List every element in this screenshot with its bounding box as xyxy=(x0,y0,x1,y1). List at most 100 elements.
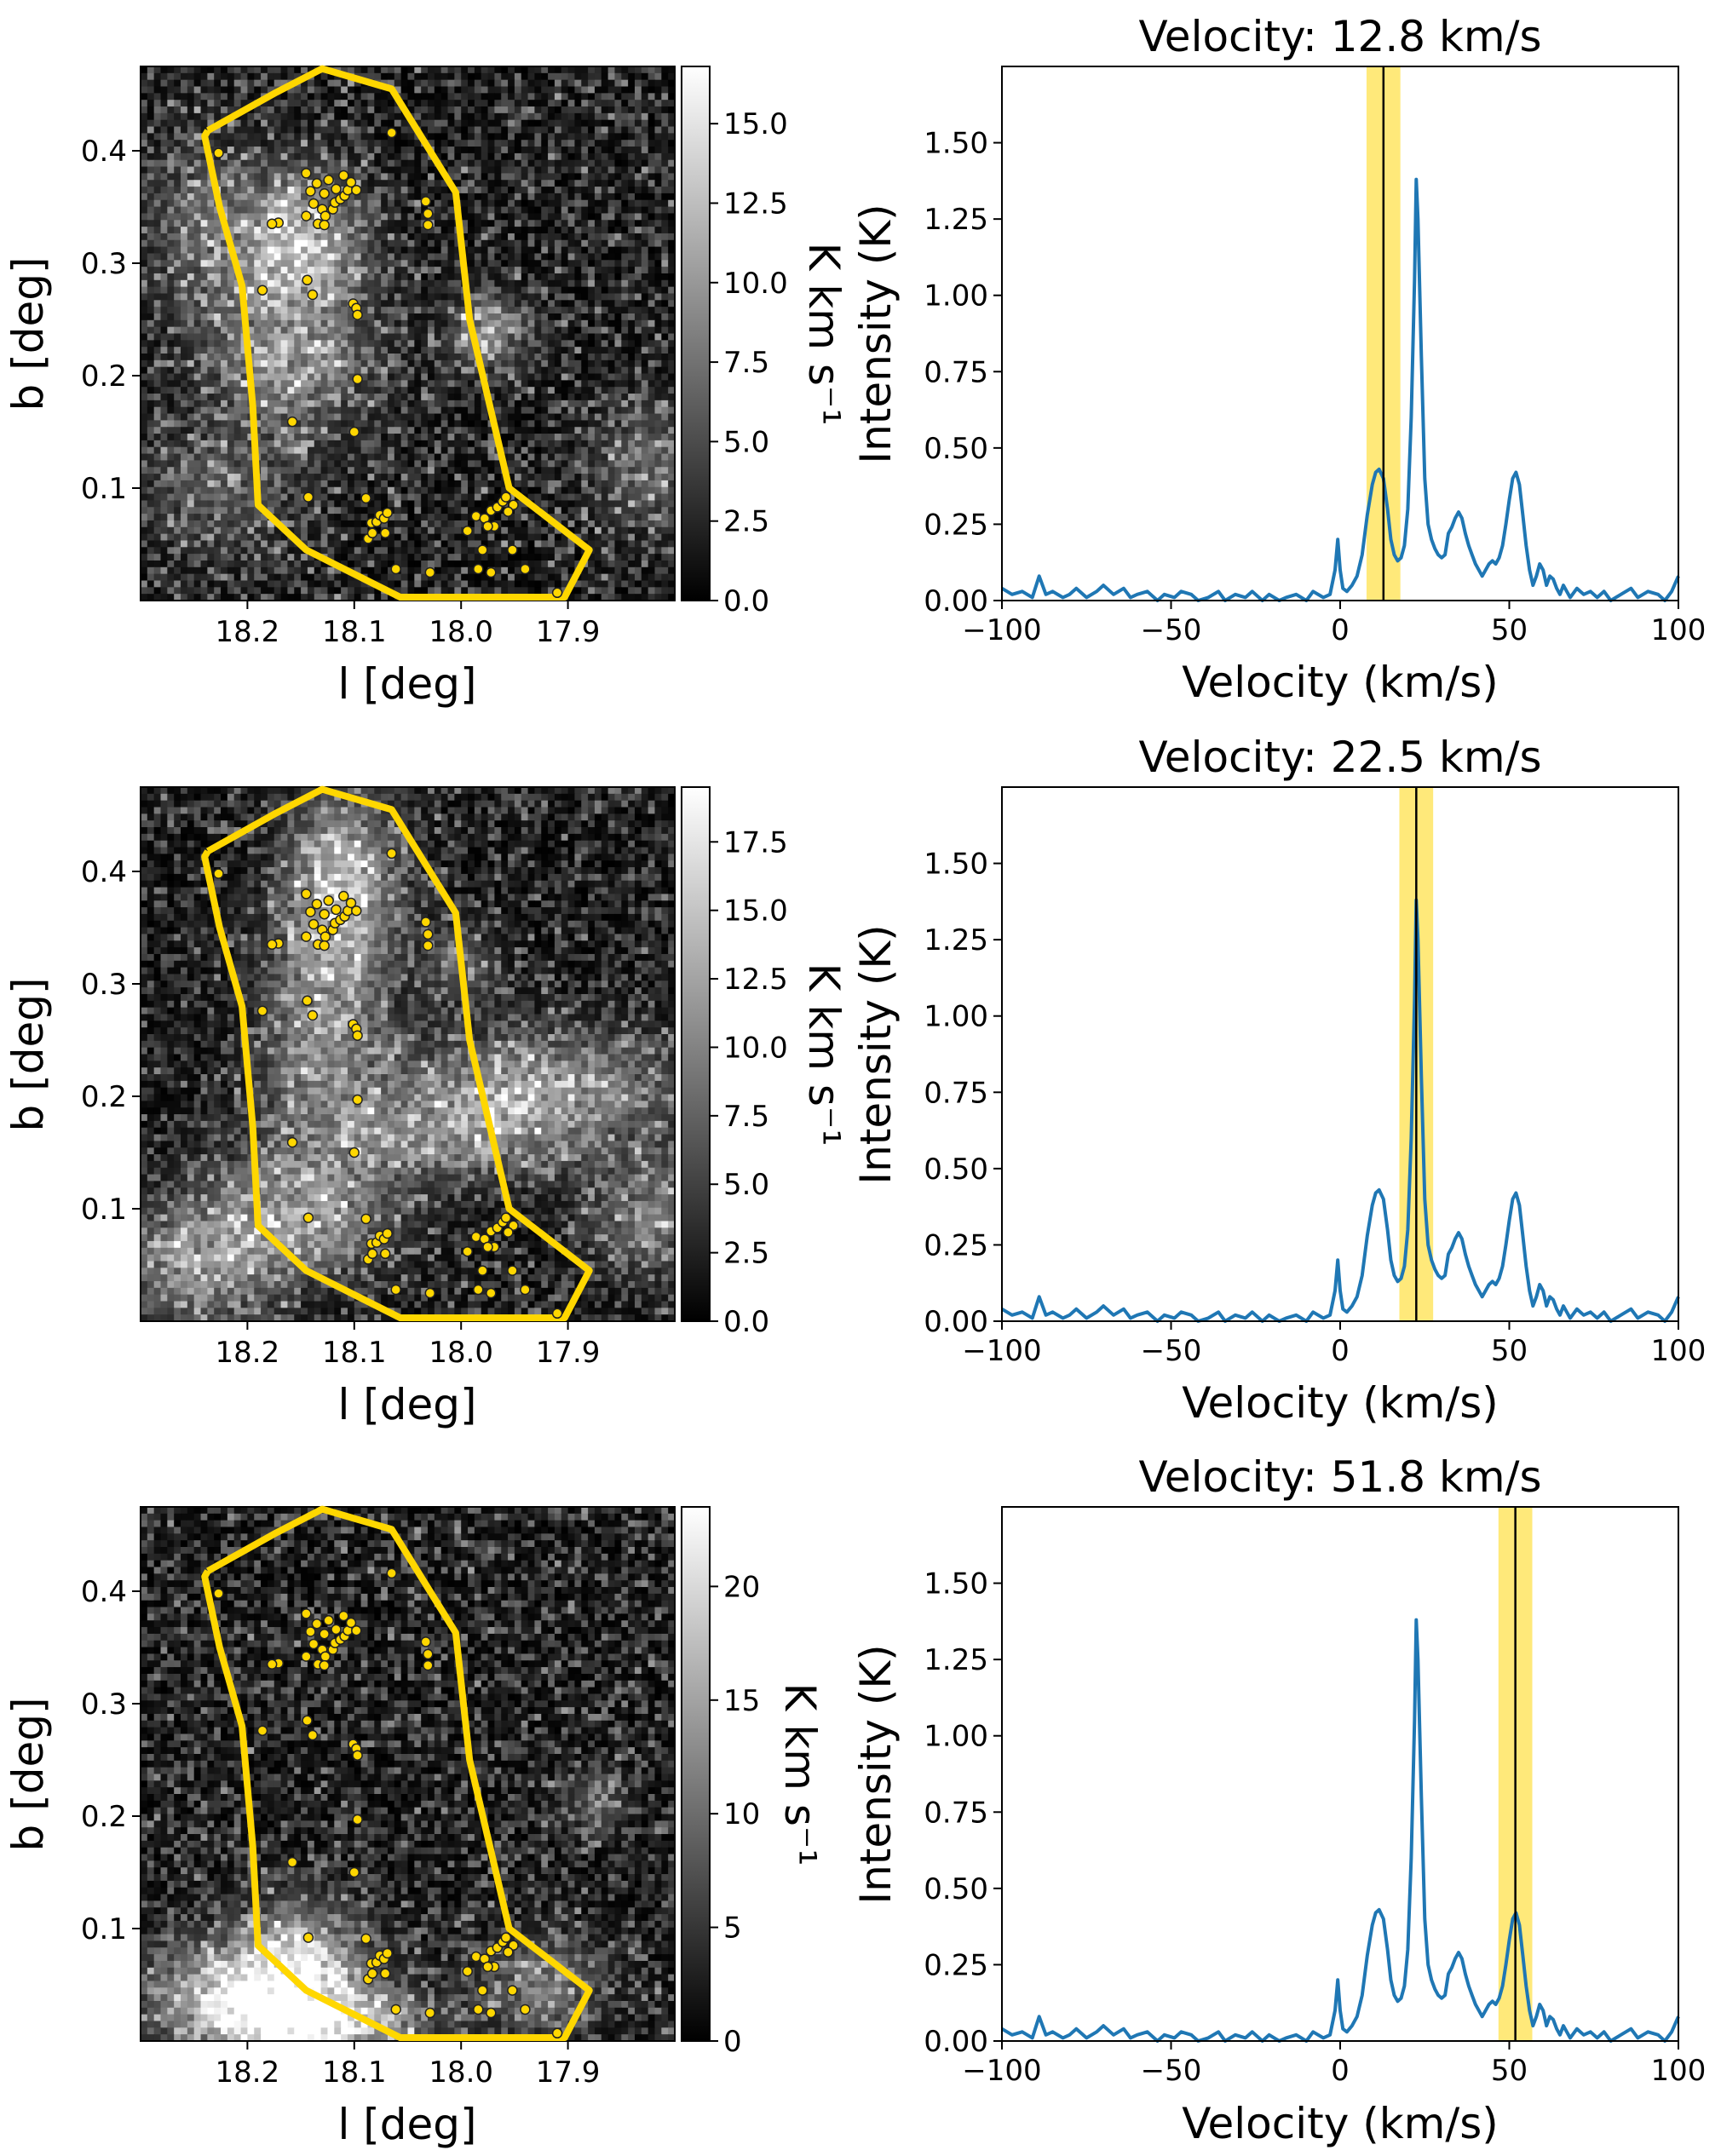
map-pixel xyxy=(548,253,555,261)
map-pixel xyxy=(668,359,676,368)
map-pixel xyxy=(280,366,289,375)
map-pixel xyxy=(621,173,629,181)
map-pixel xyxy=(447,106,455,114)
map-pixel xyxy=(280,480,289,488)
map-pixel xyxy=(233,233,242,241)
map-pixel xyxy=(354,347,362,354)
map-pixel xyxy=(214,166,222,174)
map-pixel xyxy=(334,307,342,314)
map-pixel xyxy=(400,180,409,187)
map-pixel xyxy=(280,206,289,215)
map-pixel xyxy=(294,66,302,74)
map-pixel xyxy=(628,246,636,255)
map-pixel xyxy=(654,319,662,328)
map-pixel xyxy=(648,106,656,114)
map-pixel xyxy=(561,300,569,308)
map-pixel xyxy=(153,420,162,428)
map-pixel xyxy=(447,434,455,441)
map-pixel xyxy=(494,119,502,128)
map-pixel xyxy=(374,313,382,321)
map-pixel xyxy=(621,220,629,227)
map-pixel xyxy=(588,173,596,181)
map-pixel xyxy=(233,206,242,215)
map-pixel xyxy=(207,387,215,394)
map-pixel xyxy=(594,333,602,341)
map-pixel xyxy=(360,233,369,241)
map-pixel xyxy=(648,100,656,107)
map-pixel xyxy=(581,220,589,227)
map-pixel xyxy=(147,173,155,181)
map-pixel xyxy=(400,394,409,401)
map-pixel xyxy=(267,394,275,401)
map-pixel xyxy=(160,66,168,74)
map-pixel xyxy=(334,159,342,168)
map-pixel xyxy=(374,467,382,474)
map-pixel xyxy=(454,300,462,308)
map-pixel xyxy=(174,112,181,121)
map-pixel xyxy=(601,319,609,328)
map-pixel xyxy=(607,260,616,267)
map-pixel xyxy=(521,400,529,408)
map-pixel xyxy=(414,260,422,267)
map-pixel xyxy=(341,340,348,348)
map-pixel xyxy=(468,86,475,94)
map-pixel xyxy=(367,359,375,368)
map-pixel xyxy=(661,373,669,381)
map-pixel xyxy=(621,246,629,255)
map-pixel xyxy=(187,126,195,134)
map-pixel xyxy=(574,159,582,168)
map-pixel xyxy=(514,152,522,161)
map-pixel xyxy=(287,300,295,308)
map-pixel xyxy=(481,300,489,308)
map-pixel xyxy=(468,359,475,368)
map-pixel xyxy=(668,166,676,174)
map-pixel xyxy=(240,446,248,455)
map-pixel xyxy=(354,453,362,462)
map-pixel xyxy=(607,387,616,394)
map-pixel xyxy=(668,354,676,361)
map-pixel xyxy=(287,273,295,281)
map-pixel xyxy=(601,72,609,81)
map-pixel xyxy=(287,227,295,234)
map-pixel xyxy=(294,480,302,488)
map-pixel xyxy=(440,359,449,368)
map-pixel xyxy=(200,152,208,161)
map-pixel xyxy=(147,233,155,241)
map-pixel xyxy=(461,406,469,415)
map-pixel xyxy=(314,380,322,388)
map-pixel xyxy=(181,66,188,74)
map-pixel xyxy=(541,273,549,281)
map-pixel xyxy=(167,159,175,168)
map-pixel xyxy=(561,93,569,101)
map-pixel xyxy=(267,79,275,88)
map-pixel xyxy=(267,300,275,308)
map-pixel xyxy=(307,239,315,248)
map-pixel xyxy=(534,147,542,154)
map-pixel xyxy=(548,279,555,288)
map-pixel xyxy=(174,173,181,181)
map-pixel xyxy=(561,273,569,281)
map-pixel xyxy=(160,140,168,147)
map-pixel xyxy=(193,293,202,301)
map-pixel xyxy=(601,340,609,348)
map-pixel xyxy=(428,313,435,321)
map-pixel xyxy=(574,193,582,201)
map-pixel xyxy=(327,427,335,434)
map-pixel xyxy=(360,347,369,354)
map-pixel xyxy=(447,387,455,394)
map-pixel xyxy=(280,380,289,388)
map-pixel xyxy=(221,347,228,354)
map-pixel xyxy=(648,313,656,321)
map-pixel xyxy=(407,394,415,401)
map-pixel xyxy=(167,220,175,227)
map-pixel xyxy=(181,267,188,274)
map-pixel xyxy=(668,380,676,388)
map-pixel xyxy=(474,420,482,428)
map-pixel xyxy=(334,220,342,227)
map-pixel xyxy=(554,253,562,261)
map-pixel xyxy=(141,300,148,308)
map-pixel xyxy=(421,380,429,388)
map-pixel xyxy=(434,193,442,201)
map-pixel xyxy=(167,206,175,215)
map-pixel xyxy=(621,72,629,81)
